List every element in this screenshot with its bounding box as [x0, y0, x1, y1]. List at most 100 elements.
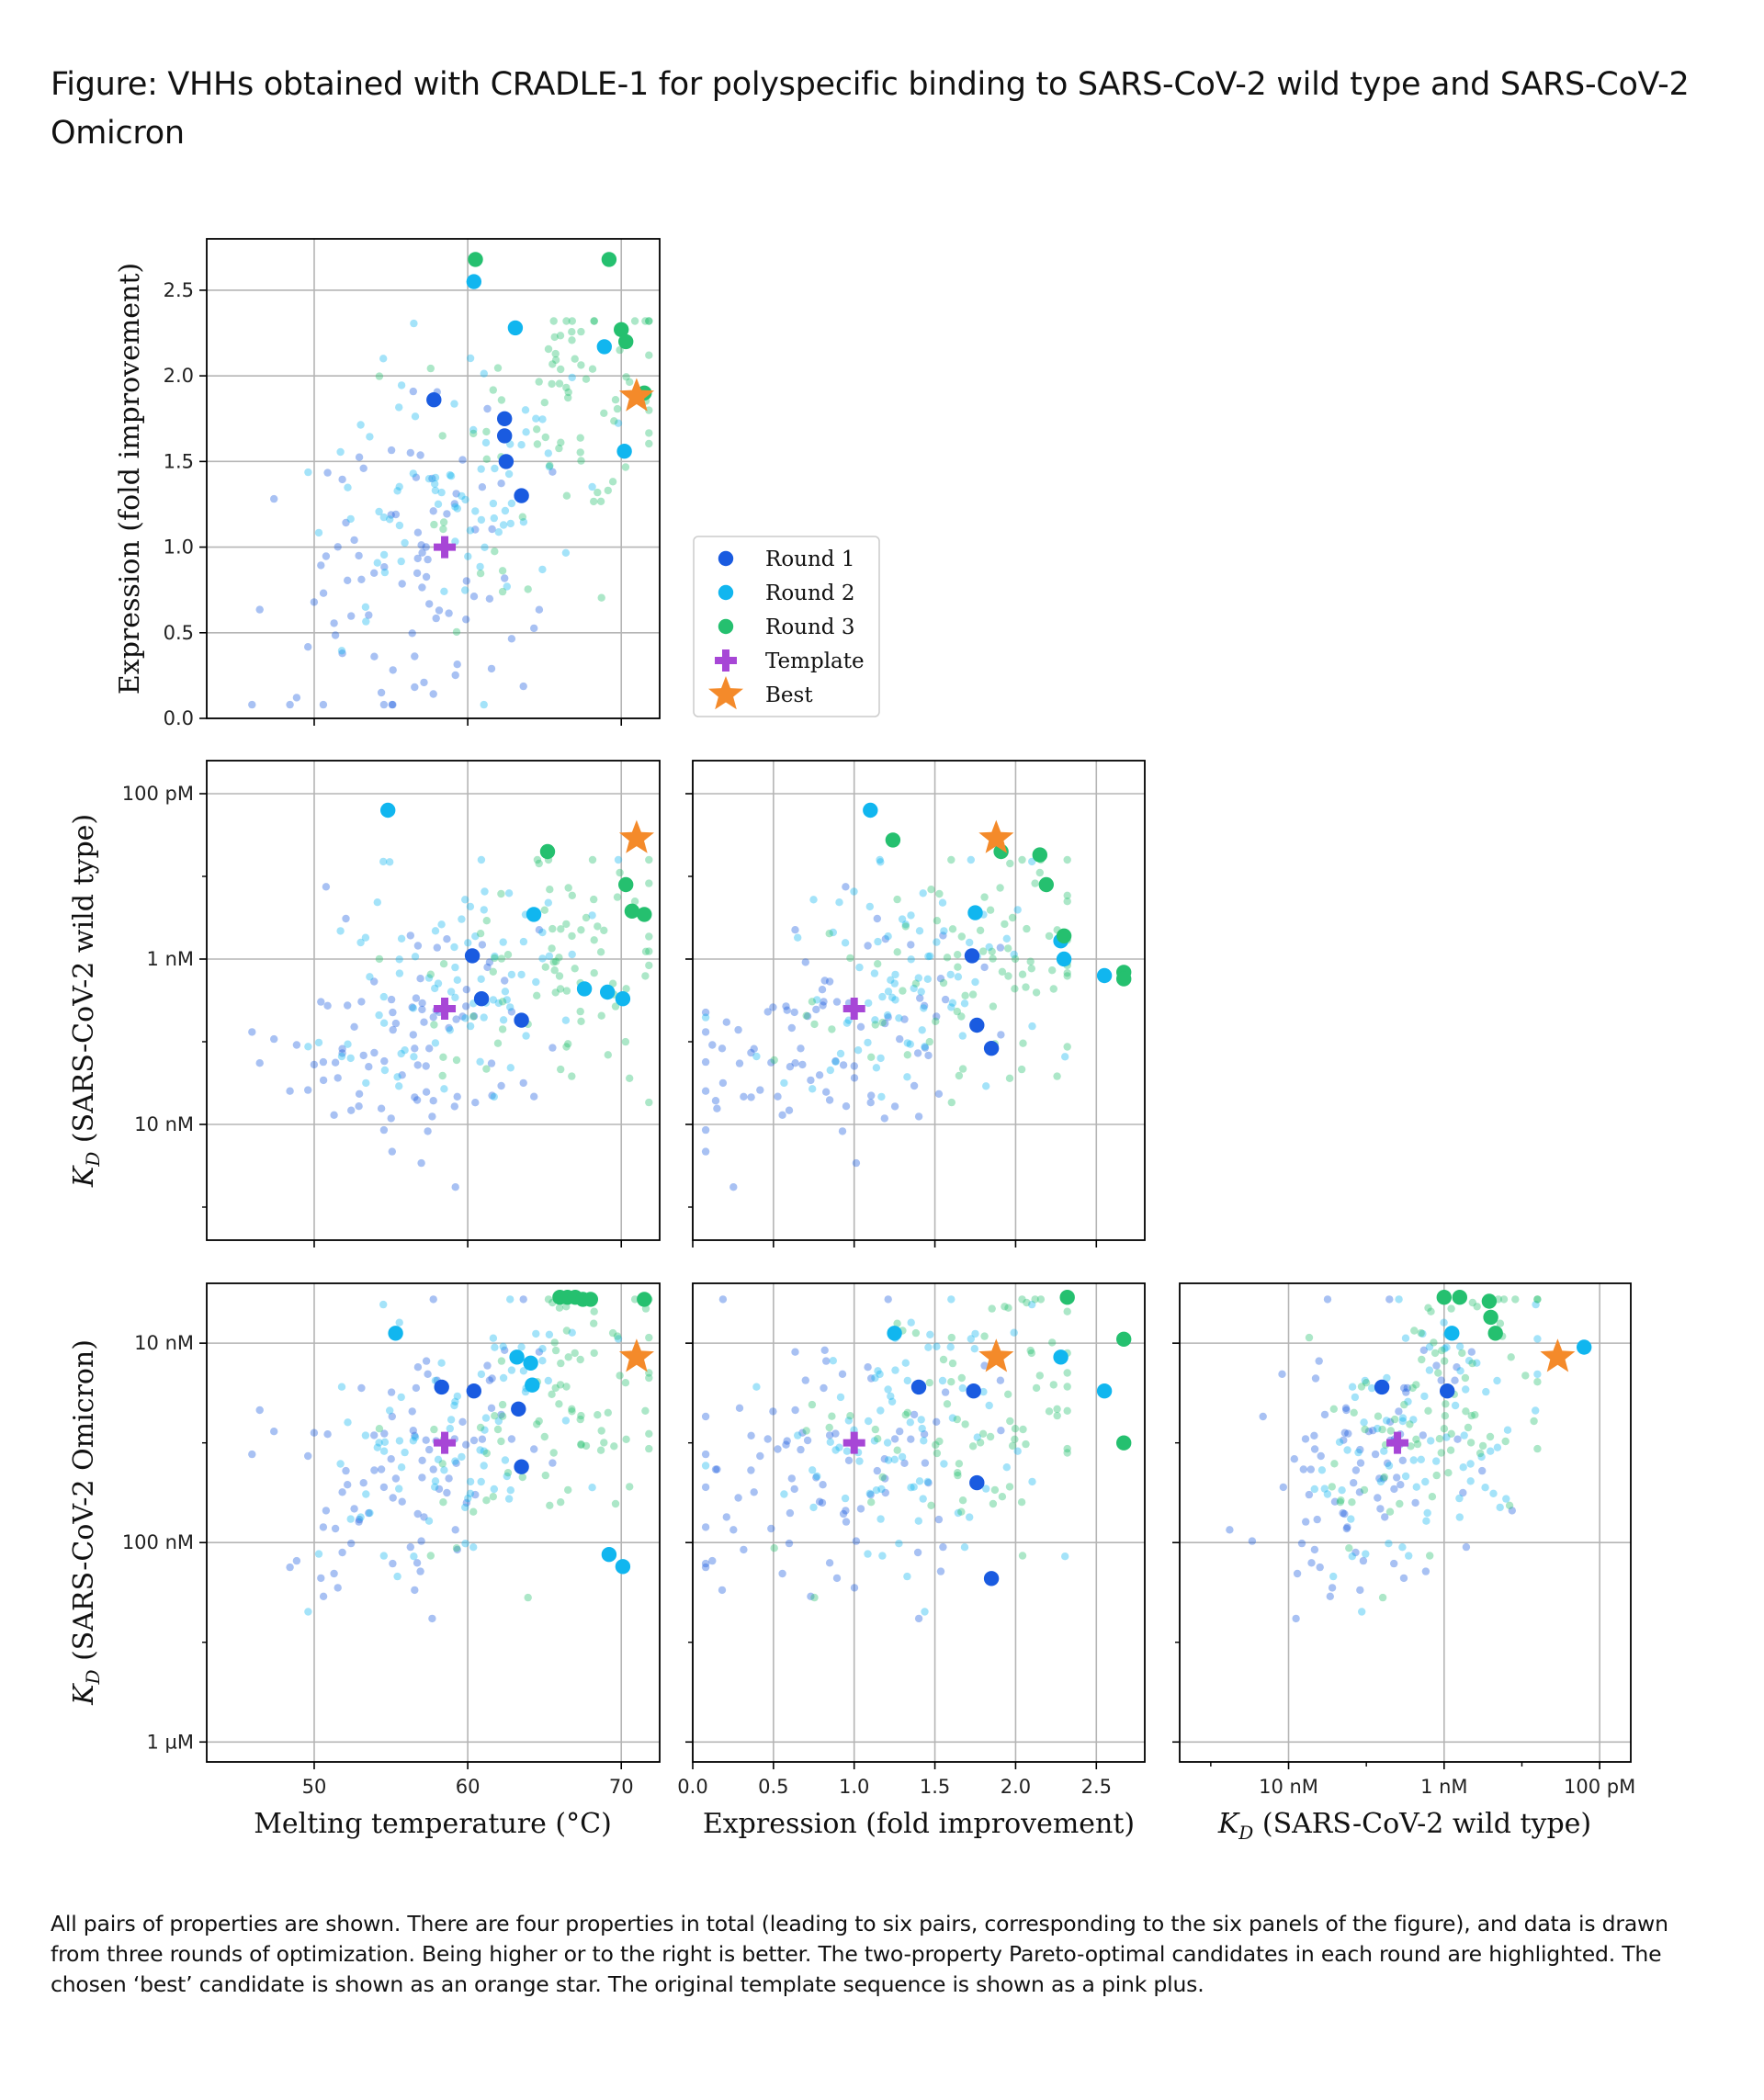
data-point — [918, 1026, 926, 1034]
data-point — [431, 486, 440, 495]
data-point — [379, 992, 388, 1001]
data-point — [1342, 1406, 1351, 1415]
pareto-points-tm-vs-expression — [426, 252, 652, 503]
data-point — [1421, 1477, 1430, 1486]
data-point — [434, 500, 443, 508]
data-point — [519, 518, 528, 526]
data-point — [1310, 1485, 1319, 1494]
data-point — [933, 1012, 941, 1021]
data-point — [893, 895, 901, 904]
data-point — [923, 1477, 932, 1486]
data-point — [557, 925, 565, 933]
data-point — [734, 1025, 742, 1034]
data-point — [893, 1319, 901, 1327]
data-point — [829, 928, 837, 937]
data-point — [425, 1044, 434, 1053]
y-tick-label: 2.0 — [164, 365, 194, 387]
data-point — [397, 934, 406, 943]
data-point — [933, 938, 941, 946]
data-point — [831, 1446, 840, 1454]
pareto-point-round-1 — [969, 1474, 985, 1491]
data-point — [604, 1051, 612, 1059]
data-point — [1036, 1295, 1046, 1304]
data-point — [476, 1057, 484, 1067]
data-point — [844, 1456, 854, 1465]
data-point — [359, 464, 368, 472]
data-point — [357, 1383, 366, 1393]
legend-marker-round-2 — [718, 584, 734, 601]
data-point — [998, 1493, 1007, 1501]
data-point — [338, 1488, 346, 1496]
pareto-point-round-3 — [539, 843, 556, 860]
data-point — [921, 1044, 930, 1052]
data-point — [482, 1065, 491, 1073]
best-marker — [618, 1338, 654, 1372]
data-point — [377, 1104, 386, 1112]
data-point — [546, 1501, 554, 1510]
data-point — [501, 977, 509, 985]
data-point — [794, 933, 802, 942]
data-point — [820, 1383, 828, 1393]
data-point — [844, 1417, 853, 1425]
background-points-kd-wt-vs-kd-omicron — [1226, 1295, 1542, 1623]
data-point — [1432, 1361, 1441, 1370]
data-point — [549, 317, 558, 325]
data-point — [1336, 1498, 1345, 1507]
template-marker — [842, 998, 865, 1020]
data-point — [551, 1383, 560, 1393]
data-point — [982, 1082, 990, 1090]
data-point — [967, 1335, 976, 1343]
data-point — [568, 931, 576, 941]
pareto-point-round-3 — [1056, 928, 1072, 943]
data-point — [906, 1040, 914, 1048]
data-point — [1311, 1374, 1320, 1383]
data-point — [613, 1332, 622, 1340]
data-point — [431, 473, 440, 482]
data-point — [314, 1550, 323, 1558]
data-point — [507, 1366, 516, 1374]
data-point — [1279, 1483, 1288, 1492]
x-axis-title-tm: Melting temperature (°C) — [254, 1808, 612, 1840]
data-point — [498, 587, 507, 596]
data-point — [1368, 1383, 1376, 1393]
data-point — [557, 1065, 565, 1074]
data-point — [596, 497, 605, 505]
data-point — [645, 961, 653, 970]
pareto-point-round-1 — [514, 1459, 529, 1474]
data-point — [548, 1390, 556, 1399]
data-point — [1374, 1424, 1382, 1433]
data-point — [797, 1044, 805, 1053]
data-point — [1018, 1552, 1027, 1560]
data-point — [519, 1295, 527, 1304]
data-point — [808, 1466, 817, 1474]
data-point — [900, 1459, 909, 1468]
data-point — [960, 999, 969, 1008]
data-point — [568, 317, 576, 325]
pareto-point-round-2 — [507, 320, 524, 336]
data-point — [476, 570, 485, 578]
data-point — [1343, 1523, 1351, 1531]
data-point — [538, 565, 547, 574]
data-point — [398, 580, 406, 588]
x-tick-label: 0.5 — [758, 1776, 788, 1798]
data-point — [621, 1037, 630, 1046]
data-point — [938, 1376, 947, 1385]
data-point — [519, 682, 527, 691]
data-point — [550, 966, 559, 975]
data-point — [506, 1486, 514, 1495]
data-point — [568, 328, 576, 336]
best-marker — [618, 378, 654, 412]
data-point — [545, 1330, 554, 1339]
data-point — [1378, 1593, 1387, 1602]
pareto-point-round-2 — [1053, 1349, 1069, 1365]
data-point — [1391, 1415, 1399, 1424]
data-point — [491, 548, 499, 556]
data-point — [409, 1004, 417, 1012]
data-point — [1383, 1459, 1392, 1468]
data-point — [532, 1329, 540, 1338]
data-point — [722, 1513, 730, 1521]
data-point — [850, 1074, 859, 1082]
data-point — [428, 1614, 436, 1623]
data-point — [497, 1081, 505, 1090]
